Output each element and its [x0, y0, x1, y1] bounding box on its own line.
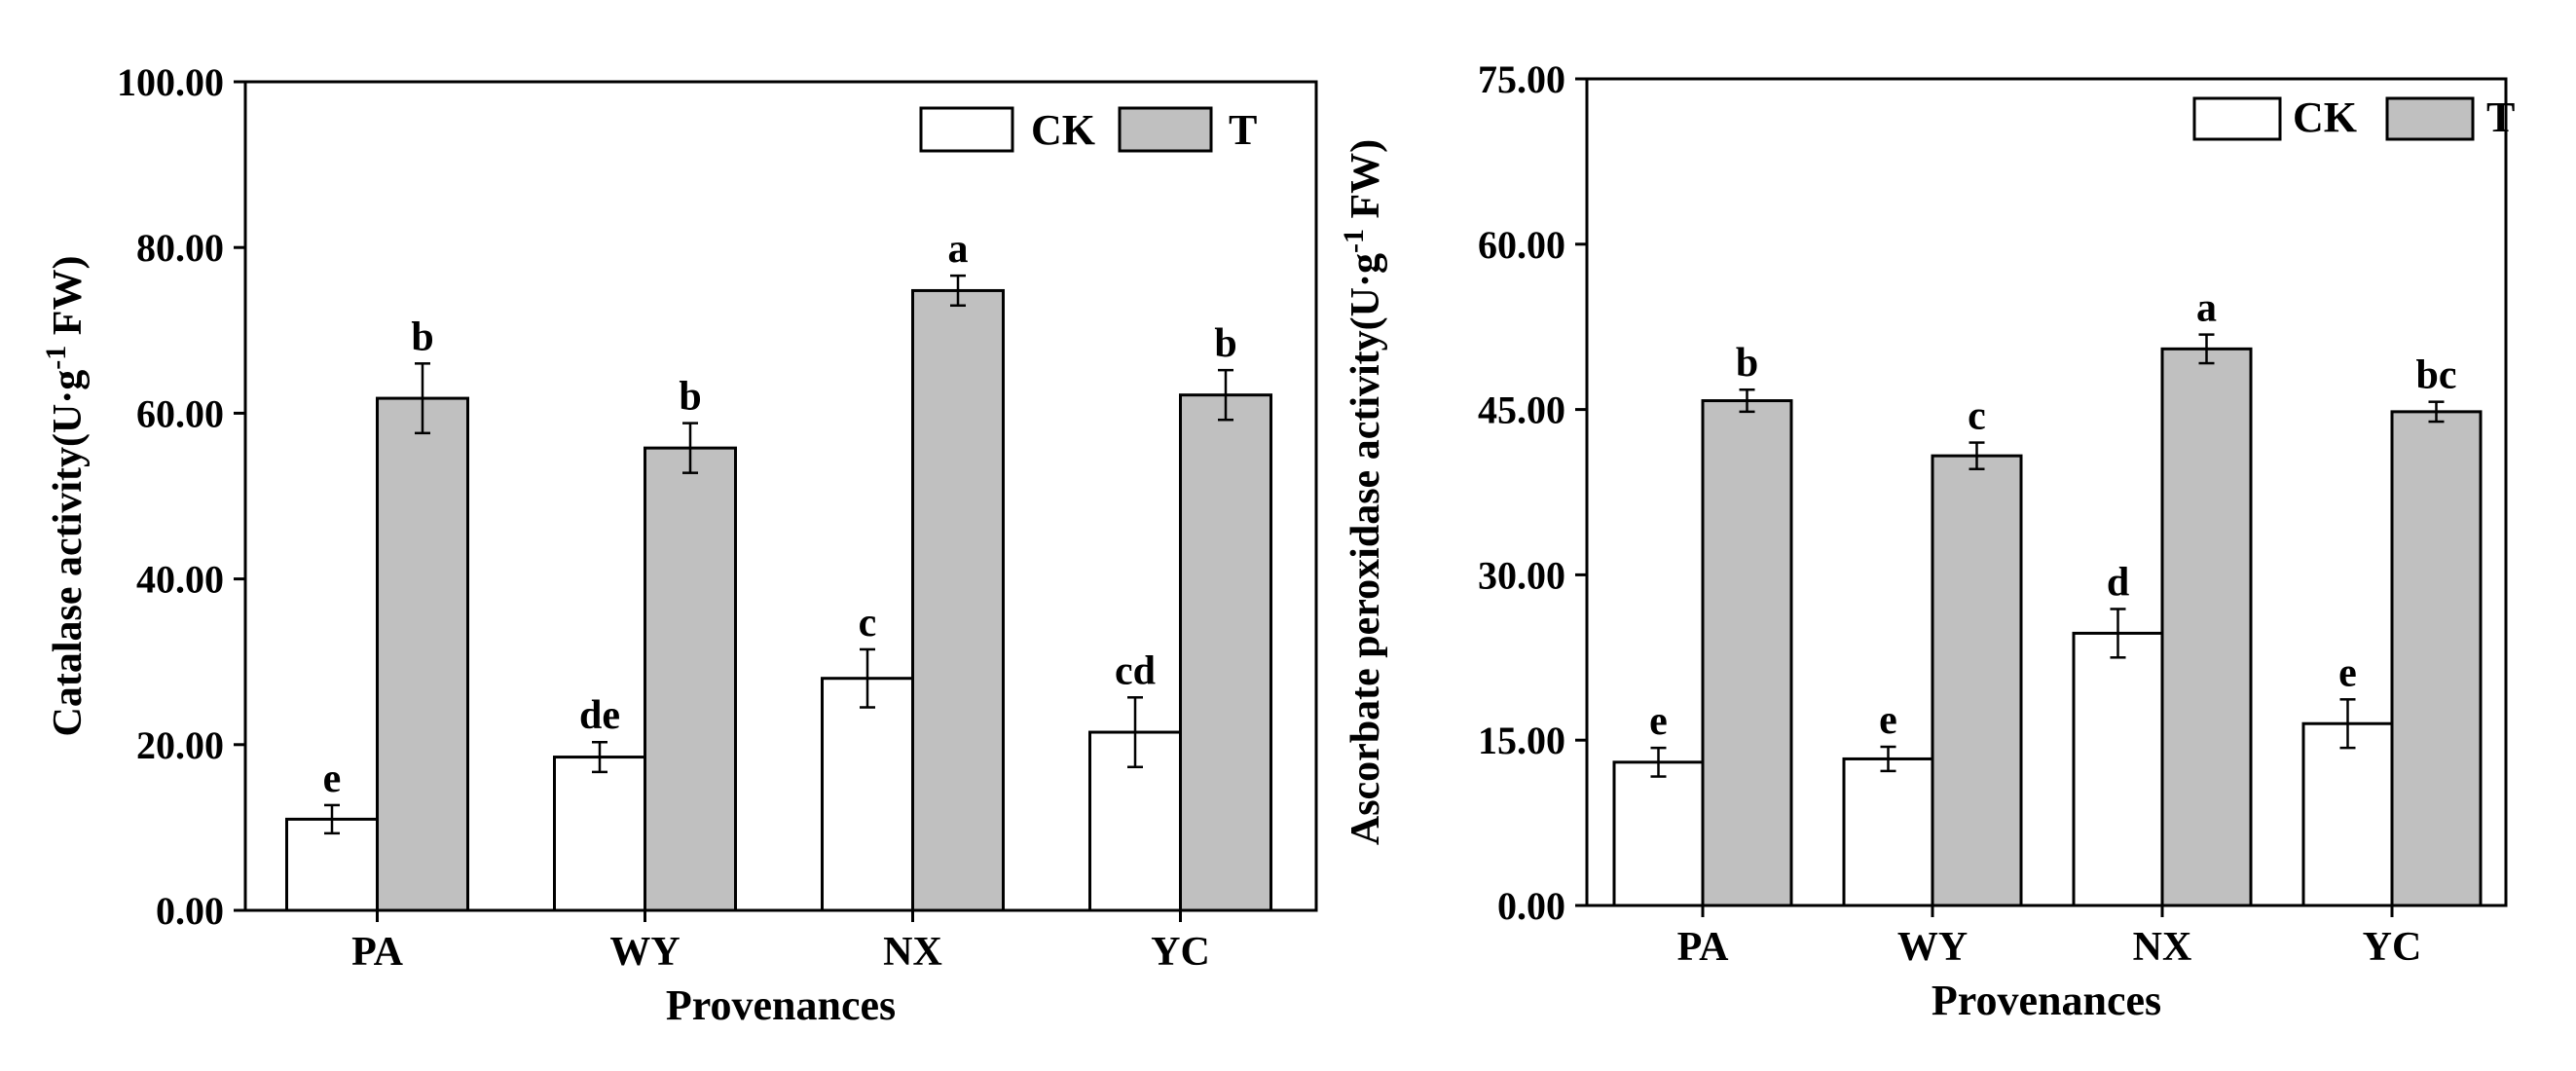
x-tick-label: NX [883, 930, 942, 975]
legend-swatch-ck [919, 106, 1014, 153]
bar-ck [2301, 721, 2394, 907]
legend-swatch-t [1118, 106, 1213, 153]
significance-letter: e [1649, 699, 1668, 744]
significance-letter: cd [1115, 648, 1156, 693]
x-tick-label: WY [1897, 925, 1968, 970]
y-axis-label: Catalase activity(U·g-1 FW) [40, 256, 92, 737]
x-tick-label: NX [2133, 925, 2192, 970]
chart-1: 0.00 20.00 40.00 60.00 80.00 100.00 PA e b WY de b N… [40, 60, 1318, 1029]
significance-letter: c [859, 601, 877, 646]
y-tick-label: 20.00 [136, 723, 224, 767]
y-tick-label: 60.00 [1478, 223, 1565, 267]
significance-letter: b [411, 314, 433, 359]
bar-ck [1612, 760, 1705, 907]
x-tick-label: YC [2363, 925, 2422, 970]
significance-letter: e [2338, 650, 2357, 695]
y-tick-label: 40.00 [136, 558, 224, 602]
y-tick-label: 75.00 [1478, 57, 1565, 101]
bar-ck [553, 756, 646, 912]
bar-t [1701, 399, 1793, 907]
x-tick-label: YC [1151, 930, 1210, 975]
significance-letter: b [679, 375, 701, 420]
y-tick-label: 60.00 [136, 391, 224, 435]
significance-letter: e [323, 757, 342, 801]
x-axis-label: Provenances [1932, 977, 2161, 1024]
x-tick-label: PA [1677, 925, 1730, 970]
x-axis-label: Provenances [666, 981, 896, 1029]
significance-letter: e [1879, 698, 1897, 743]
bar-ck [821, 677, 914, 912]
significance-letter: c [1968, 394, 1986, 439]
y-axis-label: Ascorbate peroxidase activity(U·g-1 FW) [1338, 139, 1389, 845]
y-tick-label: 15.00 [1478, 719, 1565, 762]
bar-t [911, 288, 1005, 912]
legend-label-t: T [1229, 106, 1257, 154]
bar-t [2390, 410, 2483, 907]
y-tick-label: 45.00 [1478, 388, 1565, 432]
significance-letter: de [579, 693, 620, 738]
x-tick-label: PA [351, 930, 404, 975]
legend-swatch-t [2385, 96, 2475, 141]
significance-letter: a [2196, 286, 2217, 331]
significance-letter: b [1214, 321, 1236, 366]
legend-swatch-ck [2192, 96, 2282, 141]
bar-t [644, 446, 737, 912]
x-tick-label: WY [609, 930, 680, 975]
significance-letter: bc [2416, 353, 2457, 398]
legend-label-t: T [2486, 93, 2515, 141]
bar-t [1179, 393, 1272, 912]
y-tick-label: 0.00 [156, 889, 224, 933]
significance-letter: b [1736, 341, 1758, 386]
bar-ck [2072, 631, 2164, 907]
legend-label-ck: CK [1031, 106, 1095, 154]
chart-2: 0.00 15.00 30.00 45.00 60.00 75.00 PA e b WY e c NX d… [1338, 57, 2516, 1024]
bar-ck [1842, 757, 1934, 907]
y-tick-label: 0.00 [1497, 884, 1565, 928]
plot-frame [243, 80, 1318, 912]
bar-t [1931, 454, 2023, 907]
legend-label-ck: CK [2293, 93, 2357, 141]
y-tick-label: 30.00 [1478, 553, 1565, 597]
legend: CK T [2192, 93, 2515, 141]
y-tick-label: 100.00 [117, 60, 224, 104]
significance-letter: d [2107, 560, 2129, 605]
plot-frame [1585, 77, 2508, 907]
y-tick-label: 80.00 [136, 226, 224, 270]
bar-t [376, 396, 469, 912]
significance-letter: a [948, 227, 969, 272]
legend: CK T [919, 106, 1257, 154]
bar-t [2160, 347, 2253, 907]
